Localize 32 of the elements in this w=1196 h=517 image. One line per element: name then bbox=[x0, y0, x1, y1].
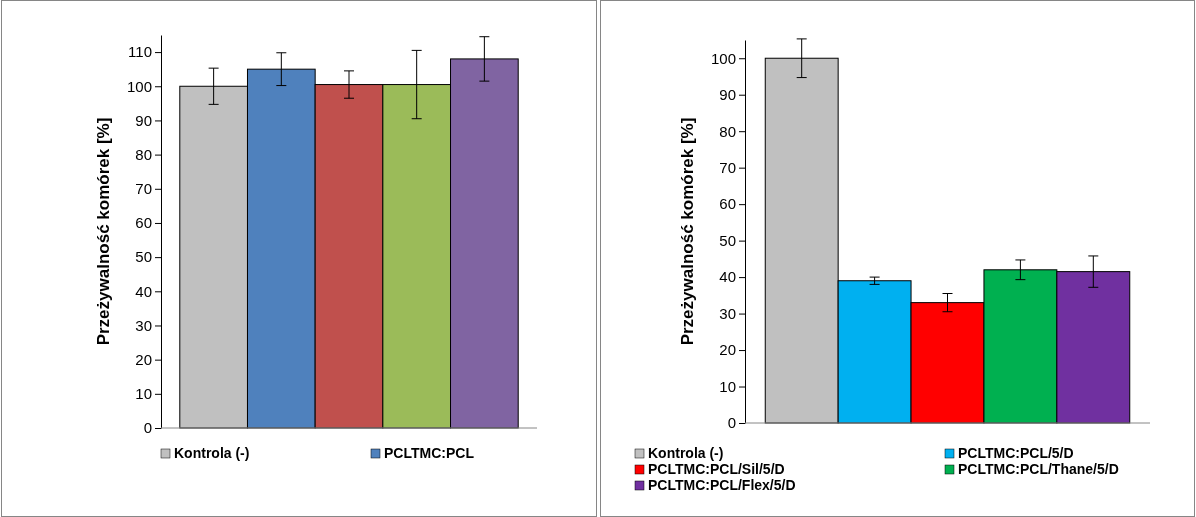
y-tick-label: 20 bbox=[135, 350, 152, 368]
legend-label: PCLTMC:PCL/Sil/5/D bbox=[648, 461, 785, 477]
y-tick-label: 10 bbox=[719, 377, 736, 395]
y-tick-label: 80 bbox=[719, 122, 736, 140]
legend-label: PCLTMC:PCL/Thane/5/D bbox=[958, 461, 1119, 477]
y-tick-label: 50 bbox=[135, 248, 152, 266]
y-tick-label: 80 bbox=[135, 145, 152, 163]
y-tick-label: 100 bbox=[126, 77, 152, 95]
y-axis-title: Przeżywalność komórek [%] bbox=[678, 117, 697, 346]
y-tick-label: 90 bbox=[135, 111, 152, 129]
legend-label: PCLTMC:PCL bbox=[384, 445, 475, 461]
y-tick-label: 40 bbox=[135, 282, 152, 300]
y-axis-title: Przeżywalność komórek [%] bbox=[94, 117, 113, 346]
y-tick-label: 0 bbox=[143, 419, 152, 437]
y-tick-label: 60 bbox=[719, 195, 736, 213]
y-tick-label: 0 bbox=[727, 414, 736, 432]
y-tick-label: 90 bbox=[719, 86, 736, 104]
legend-label: Kontrola (-) bbox=[648, 445, 724, 461]
y-tick-label: 20 bbox=[719, 341, 736, 359]
legend-label: Kontrola (-) bbox=[174, 445, 250, 461]
y-tick-label: 100 bbox=[710, 49, 736, 67]
y-tick-label: 10 bbox=[135, 385, 152, 403]
y-tick-label: 30 bbox=[135, 316, 152, 334]
y-tick-label: 70 bbox=[135, 180, 152, 198]
y-tick-label: 110 bbox=[128, 43, 152, 61]
y-tick-label: 70 bbox=[719, 158, 736, 176]
y-tick-label: 40 bbox=[719, 268, 736, 286]
legend-label: PCLTMC:PCL/5/D bbox=[958, 445, 1074, 461]
y-tick-label: 30 bbox=[719, 304, 736, 322]
legend-label: PCLTMC:PCL/Flex/5/D bbox=[648, 477, 796, 493]
y-tick-label: 50 bbox=[719, 231, 736, 249]
y-tick-label: 60 bbox=[135, 214, 152, 232]
